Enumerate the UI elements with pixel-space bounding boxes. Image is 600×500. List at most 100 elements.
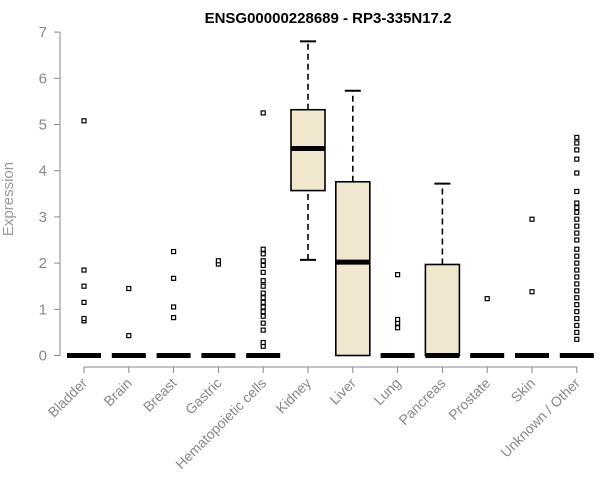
- x-tick-label: Kidney: [273, 375, 315, 417]
- y-axis-label: Expression: [0, 162, 17, 236]
- outlier-point: [171, 248, 177, 255]
- outlier-point: [574, 205, 580, 211]
- box-11: [559, 134, 594, 358]
- outlier-point: [574, 134, 580, 141]
- x-tick-label: Bladder: [45, 375, 91, 421]
- outlier-point: [81, 118, 87, 124]
- outlier-point: [260, 309, 266, 315]
- outlier-point: [260, 283, 266, 289]
- x-tick-label: Liver: [326, 375, 359, 408]
- x-tick-label: Brain: [100, 375, 134, 409]
- x-tick-label: Skin: [508, 375, 539, 406]
- outlier-point: [260, 313, 266, 319]
- y-tick-label: 0: [39, 348, 47, 365]
- outlier-point: [81, 299, 87, 305]
- y-tick-label: 2: [39, 255, 47, 272]
- y-tick-label: 5: [39, 117, 47, 134]
- outlier-point: [529, 289, 535, 295]
- outlier-point: [574, 216, 580, 222]
- x-tick-label: Pancreas: [395, 375, 448, 428]
- box-7: [380, 272, 415, 358]
- box-body: [424, 263, 461, 357]
- outlier-point: [529, 216, 535, 222]
- box-9: [470, 296, 505, 358]
- outlier-point: [260, 258, 266, 264]
- outlier-point: [260, 262, 266, 269]
- outlier-point: [215, 258, 221, 264]
- outlier-point: [574, 315, 580, 322]
- boxes-layer: [67, 40, 594, 358]
- outlier-point: [574, 267, 580, 273]
- y-tick-label: 6: [39, 70, 47, 87]
- outlier-point: [574, 140, 580, 146]
- outlier-point: [574, 253, 580, 259]
- y-tick-label: 7: [39, 24, 47, 41]
- outlier-point: [171, 304, 177, 310]
- outlier-point: [574, 322, 580, 329]
- box-2: [156, 248, 191, 358]
- x-tick-label: Unknown / Other: [497, 375, 583, 461]
- outlier-point: [260, 327, 266, 333]
- outlier-point: [260, 290, 266, 296]
- outlier-point: [395, 325, 401, 331]
- outlier-point: [260, 246, 266, 252]
- outlier-point: [574, 209, 580, 215]
- outlier-point: [260, 339, 266, 346]
- outlier-point: [574, 302, 580, 308]
- outlier-point: [574, 288, 580, 294]
- outlier-point: [81, 315, 87, 322]
- outlier-point: [171, 315, 177, 321]
- outlier-point: [574, 230, 580, 236]
- box-5: [290, 40, 326, 261]
- y-tick-label: 1: [39, 301, 47, 318]
- outlier-point: [574, 295, 580, 301]
- outlier-point: [574, 188, 580, 195]
- outlier-point: [574, 309, 580, 315]
- outlier-point: [126, 333, 132, 339]
- outlier-point: [574, 237, 580, 243]
- outlier-point: [260, 295, 266, 301]
- y-tick-label: 3: [39, 209, 47, 226]
- outlier-point: [395, 316, 401, 323]
- x-tick-label: Breast: [140, 375, 180, 415]
- box-3: [201, 258, 236, 358]
- outlier-point: [574, 329, 580, 335]
- y-tick-label: 4: [39, 163, 47, 180]
- box-0: [67, 118, 101, 358]
- outlier-point: [395, 272, 401, 278]
- outlier-point: [260, 304, 266, 310]
- y-axis: 0 1 2 3 4 5 6 7: [39, 24, 61, 365]
- outlier-point: [574, 274, 580, 280]
- x-tick-label: Lung: [370, 375, 403, 408]
- outlier-point: [574, 336, 580, 342]
- outlier-point: [81, 283, 87, 289]
- outlier-point: [484, 296, 490, 302]
- box-1: [111, 285, 146, 358]
- outlier-point: [574, 156, 580, 162]
- box-6: [334, 89, 371, 357]
- outlier-point: [574, 281, 580, 287]
- outlier-point: [574, 223, 580, 229]
- box-10: [515, 216, 549, 358]
- outlier-point: [574, 147, 580, 153]
- box-body: [334, 180, 371, 357]
- outlier-point: [260, 269, 266, 275]
- outlier-point: [126, 285, 132, 292]
- x-tick-label: Prostate: [445, 375, 493, 423]
- outlier-point: [260, 251, 266, 257]
- outlier-point: [260, 110, 266, 116]
- outlier-point: [260, 320, 266, 326]
- outlier-point: [81, 267, 87, 273]
- outlier-point: [574, 246, 580, 252]
- outlier-point: [574, 170, 580, 176]
- box-8: [424, 182, 461, 358]
- outlier-point: [171, 275, 177, 281]
- box-4: [246, 110, 281, 358]
- outlier-point: [260, 278, 266, 284]
- outlier-point: [260, 299, 266, 305]
- chart-title: ENSG00000228689 - RP3-335N17.2: [205, 10, 452, 27]
- outlier-point: [574, 200, 580, 206]
- outlier-point: [574, 260, 580, 266]
